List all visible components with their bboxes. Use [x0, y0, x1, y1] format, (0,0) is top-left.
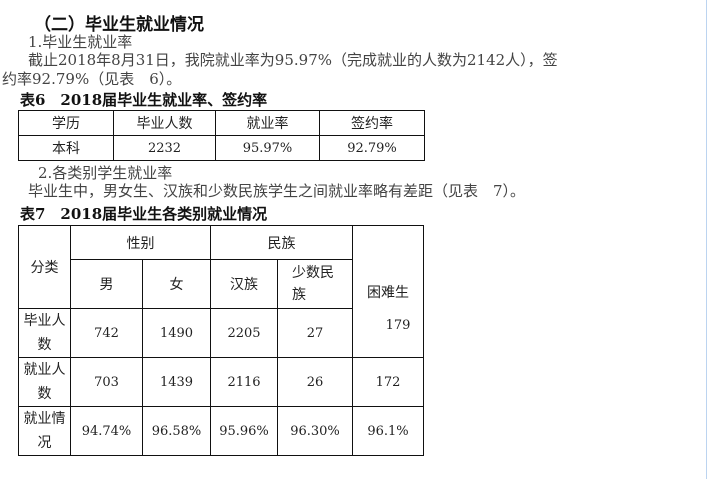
cell: 92.79% [319, 135, 425, 161]
header-han: 汉族 [210, 259, 278, 309]
table-header-row: 学历 毕业人数 就业率 签约率 [18, 110, 425, 136]
header-cell: 毕业人数 [113, 110, 216, 136]
table7: 分类 性别 民族 困难生 男 女 汉族 少数民族 毕业人数 742 1490 2… [18, 225, 424, 456]
header-ethnicity: 民族 [210, 225, 353, 260]
header-category: 分类 [18, 225, 71, 309]
section-title: （二）毕业生就业情况 [34, 15, 204, 35]
cell: 96.1% [352, 406, 424, 456]
subheading-category-rate: 2.各类别学生就业率 [38, 164, 173, 182]
cell: 96.30% [277, 406, 353, 456]
cell: 742 [70, 308, 143, 358]
table6: 学历 毕业人数 就业率 签约率 本科 2232 95.97% 92.79% [18, 110, 425, 161]
table-row: 就业情况 94.74% 96.58% 95.96% 96.30% 96.1% [18, 406, 424, 456]
paragraph-line: 截止2018年8月31日，我院就业率为95.97%（完成就业的人数为2142人）… [28, 51, 558, 69]
paragraph-line: 约率92.79%（见表 6）。 [2, 70, 182, 88]
cell: 172 [352, 357, 424, 407]
cell: 26 [277, 357, 353, 407]
cell: 94.74% [70, 406, 143, 456]
cell: 1439 [142, 357, 211, 407]
header-gender: 性别 [70, 225, 211, 260]
header-minority: 少数民族 [277, 259, 353, 309]
row-label: 就业情况 [18, 406, 71, 456]
cell: 96.58% [142, 406, 211, 456]
cell: 95.97% [215, 135, 320, 161]
cell-hardship-graduates: 179 [385, 318, 411, 333]
subheading-employment-rate: 1.毕业生就业率 [28, 33, 133, 51]
row-label: 就业人数 [18, 357, 71, 407]
table6-caption: 表6 2018届毕业生就业率、签约率 [20, 91, 268, 109]
header-cell: 就业率 [215, 110, 320, 136]
table-row: 毕业人数 742 1490 2205 27 [18, 308, 424, 358]
table-row: 本科 2232 95.97% 92.79% [18, 135, 425, 161]
cell: 2116 [210, 357, 278, 407]
page-edge-divider [706, 0, 707, 479]
cell: 本科 [18, 135, 114, 161]
header-cell: 签约率 [319, 110, 425, 136]
paragraph: 毕业生中，男女生、汉族和少数民族学生之间就业率略有差距（见表 7）。 [28, 182, 526, 200]
header-female: 女 [142, 259, 211, 309]
cell: 1490 [142, 308, 211, 358]
table7-caption: 表7 2018届毕业生各类别就业情况 [20, 205, 268, 223]
cell: 703 [70, 357, 143, 407]
table-row: 就业人数 703 1439 2116 26 172 [18, 357, 424, 407]
header-male: 男 [70, 259, 143, 309]
header-cell: 学历 [18, 110, 114, 136]
cell: 27 [277, 308, 353, 358]
cell: 95.96% [210, 406, 278, 456]
header-hardship: 困难生 [352, 225, 424, 358]
row-label: 毕业人数 [18, 308, 71, 358]
cell: 2205 [210, 308, 278, 358]
cell: 2232 [113, 135, 216, 161]
